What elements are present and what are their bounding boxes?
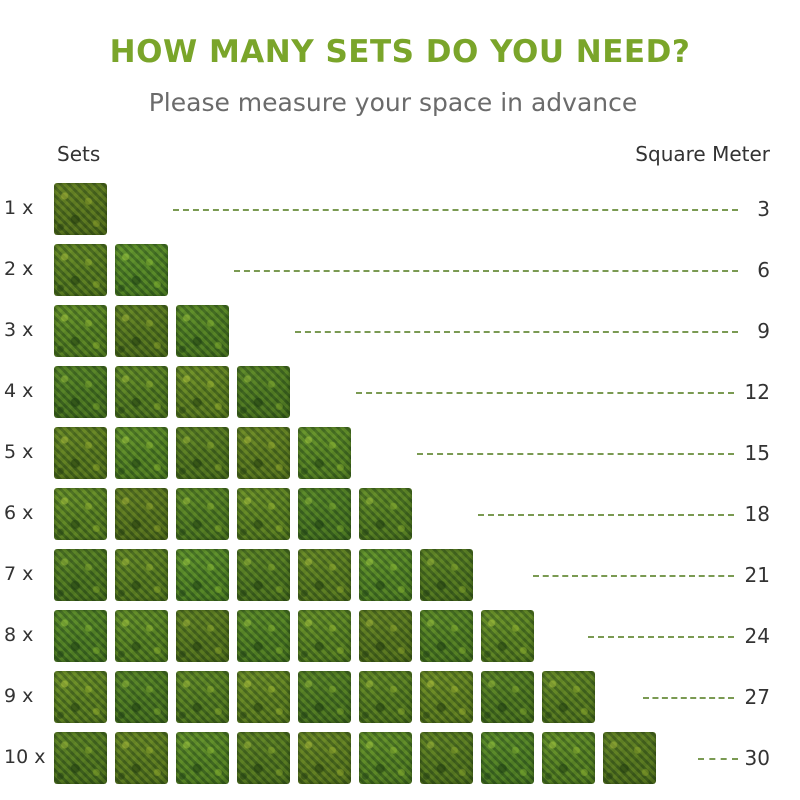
dashed-leader-line xyxy=(417,453,734,455)
hedge-panel-image xyxy=(420,671,473,723)
square-meter-column-header: Square Meter xyxy=(635,142,770,166)
set-count-label: 10 x xyxy=(4,746,46,768)
set-count-label: 7 x xyxy=(4,563,34,585)
hedge-panel-image xyxy=(176,671,229,723)
hedge-panel-image xyxy=(54,427,107,479)
row-5-sets: 5 x 15 xyxy=(0,427,800,481)
square-meter-value: 12 xyxy=(744,380,770,404)
hedge-panel-image xyxy=(298,671,351,723)
hedge-panel-image xyxy=(176,366,229,418)
hedge-panel-image xyxy=(542,671,595,723)
square-meter-value: 6 xyxy=(757,258,770,282)
hedge-panel-image xyxy=(54,366,107,418)
set-count-label: 2 x xyxy=(4,258,34,280)
hedge-panel-image xyxy=(176,488,229,540)
hedge-panel-image xyxy=(54,183,107,235)
hedge-panel-image xyxy=(115,610,168,662)
hedge-panel-image xyxy=(298,488,351,540)
row-9-sets: 9 x 27 xyxy=(0,671,800,725)
hedge-panel-image xyxy=(603,732,656,784)
set-count-label: 5 x xyxy=(4,441,34,463)
hedge-panel-image xyxy=(481,610,534,662)
set-count-label: 9 x xyxy=(4,685,34,707)
hedge-panel-image xyxy=(420,732,473,784)
hedge-panel-image xyxy=(420,610,473,662)
hedge-panel-image xyxy=(54,610,107,662)
hedge-panel-image xyxy=(115,732,168,784)
square-meter-value: 9 xyxy=(757,319,770,343)
hedge-panel-image xyxy=(115,305,168,357)
hedge-panel-image xyxy=(54,305,107,357)
hedge-panel-image xyxy=(176,427,229,479)
hedge-panel-image xyxy=(115,427,168,479)
set-count-label: 3 x xyxy=(4,319,34,341)
set-count-label: 6 x xyxy=(4,502,34,524)
square-meter-value: 24 xyxy=(744,624,770,648)
set-count-label: 8 x xyxy=(4,624,34,646)
hedge-panel-image xyxy=(237,549,290,601)
set-count-label: 4 x xyxy=(4,380,34,402)
hedge-panel-image xyxy=(298,549,351,601)
hedge-panel-image xyxy=(54,549,107,601)
dashed-leader-line xyxy=(478,514,734,516)
dashed-leader-line xyxy=(356,392,734,394)
row-8-sets: 8 x 24 xyxy=(0,610,800,664)
dashed-leader-line xyxy=(295,331,738,333)
square-meter-value: 27 xyxy=(744,685,770,709)
hedge-panel-image xyxy=(237,427,290,479)
hedge-panel-image xyxy=(54,732,107,784)
hedge-panel-image xyxy=(176,305,229,357)
hedge-panel-image xyxy=(115,671,168,723)
row-6-sets: 6 x 18 xyxy=(0,488,800,542)
hedge-panel-image xyxy=(481,671,534,723)
set-count-label: 1 x xyxy=(4,197,34,219)
hedge-panel-image xyxy=(237,610,290,662)
dashed-leader-line xyxy=(588,636,734,638)
hedge-panel-image xyxy=(298,732,351,784)
row-3-sets: 3 x 9 xyxy=(0,305,800,359)
square-meter-value: 21 xyxy=(744,563,770,587)
square-meter-value: 3 xyxy=(757,197,770,221)
hedge-panel-image xyxy=(237,488,290,540)
dashed-leader-line xyxy=(698,758,738,760)
square-meter-value: 15 xyxy=(744,441,770,465)
hedge-panel-image xyxy=(542,732,595,784)
dashed-leader-line xyxy=(643,697,734,699)
hedge-panel-image xyxy=(176,732,229,784)
hedge-panel-image xyxy=(115,549,168,601)
hedge-panel-image xyxy=(54,671,107,723)
page-subtitle: Please measure your space in advance xyxy=(148,88,638,117)
hedge-panel-image xyxy=(298,427,351,479)
row-7-sets: 7 x 21 xyxy=(0,549,800,603)
hedge-panel-image xyxy=(115,488,168,540)
hedge-panel-image xyxy=(237,671,290,723)
hedge-panel-image xyxy=(359,732,412,784)
hedge-panel-image xyxy=(237,366,290,418)
hedge-panel-image xyxy=(237,732,290,784)
hedge-panel-image xyxy=(420,549,473,601)
hedge-panel-image xyxy=(115,244,168,296)
row-10-sets: 10 x 30 xyxy=(0,732,800,786)
dashed-leader-line xyxy=(173,209,738,211)
sets-column-header: Sets xyxy=(57,142,101,166)
hedge-panel-image xyxy=(176,610,229,662)
hedge-panel-image xyxy=(359,671,412,723)
hedge-panel-image xyxy=(298,610,351,662)
page-title: HOW MANY SETS DO YOU NEED? xyxy=(109,34,691,70)
hedge-panel-image xyxy=(115,366,168,418)
hedge-panel-image xyxy=(359,610,412,662)
row-4-sets: 4 x 12 xyxy=(0,366,800,420)
row-2-sets: 2 x 6 xyxy=(0,244,800,298)
dashed-leader-line xyxy=(234,270,738,272)
square-meter-value: 18 xyxy=(744,502,770,526)
hedge-panel-image xyxy=(481,732,534,784)
square-meter-value: 30 xyxy=(744,746,770,770)
hedge-panel-image xyxy=(359,549,412,601)
hedge-panel-image xyxy=(54,244,107,296)
hedge-panel-image xyxy=(176,549,229,601)
hedge-panel-image xyxy=(359,488,412,540)
row-1-sets: 1 x 3 xyxy=(0,183,800,237)
hedge-panel-image xyxy=(54,488,107,540)
dashed-leader-line xyxy=(533,575,734,577)
